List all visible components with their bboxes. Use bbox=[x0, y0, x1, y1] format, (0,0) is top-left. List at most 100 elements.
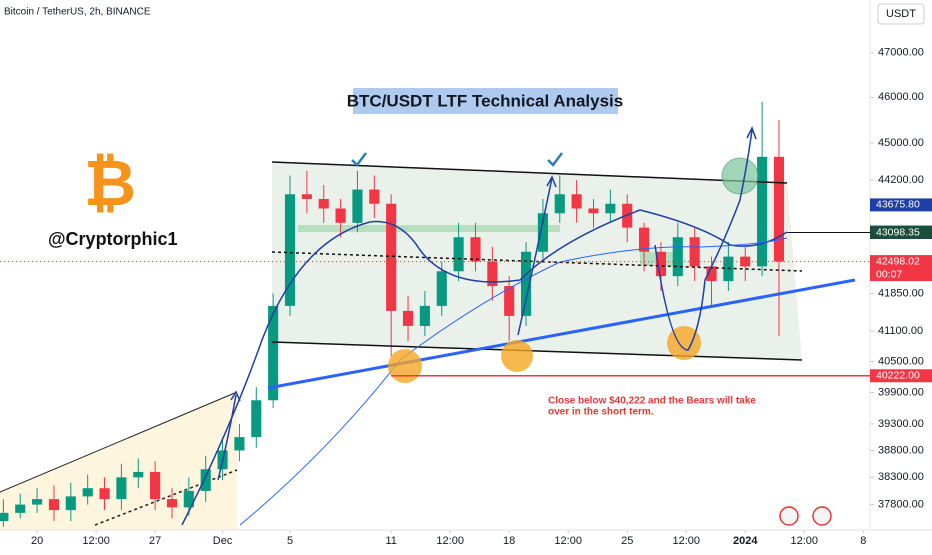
candle-body bbox=[504, 286, 515, 316]
x-tick-label: 12:00 bbox=[436, 535, 464, 547]
x-tick-label: 8 bbox=[860, 535, 866, 547]
price-label-box bbox=[870, 369, 932, 383]
candle-body bbox=[639, 227, 650, 252]
yellow-zone bbox=[0, 392, 237, 530]
symbol-header: Bitcoin / TetherUS, 2h, BINANCE bbox=[4, 7, 151, 18]
candle-body bbox=[301, 194, 312, 199]
note: over in the short term. bbox=[548, 407, 654, 418]
x-tick-label: 18 bbox=[503, 535, 515, 547]
candle-body bbox=[740, 256, 751, 267]
candle-body bbox=[773, 156, 785, 262]
candle-body bbox=[571, 194, 582, 209]
candle-body bbox=[284, 194, 296, 306]
y-tick-label: 41100.00 bbox=[878, 325, 923, 337]
price-label: 43098.35 bbox=[876, 226, 920, 238]
price-label: 40222.00 bbox=[876, 370, 920, 382]
candle-body bbox=[352, 189, 363, 223]
price-label-box bbox=[870, 225, 932, 239]
arrow-head bbox=[230, 390, 241, 402]
price-label: 43675.80 bbox=[876, 199, 920, 211]
bitcoin-logo: ₿ bbox=[84, 147, 136, 219]
candle-body bbox=[537, 213, 548, 252]
y-tick-label: 39300.00 bbox=[878, 418, 924, 430]
candle-body bbox=[386, 203, 397, 311]
candle-body bbox=[0, 512, 9, 522]
candle-body bbox=[588, 208, 599, 214]
trend-line bbox=[0, 391, 238, 493]
x-tick-label: 27 bbox=[149, 535, 161, 547]
candle-body bbox=[402, 310, 414, 326]
candle-body bbox=[335, 208, 346, 223]
candle-body bbox=[436, 271, 447, 306]
arrow bbox=[217, 394, 237, 481]
price-label-box bbox=[870, 198, 932, 212]
x-tick-label: 11 bbox=[385, 535, 396, 547]
candle-body bbox=[554, 194, 565, 214]
price-countdown: 00:07 bbox=[876, 268, 902, 280]
y-tick-label: 40500.00 bbox=[878, 355, 924, 367]
ma-slow bbox=[239, 237, 788, 526]
y-tick-label: 37800.00 bbox=[878, 499, 924, 511]
arrow-head bbox=[546, 175, 557, 188]
arrow-head bbox=[746, 126, 757, 140]
y-tick-label: 44200.00 bbox=[878, 174, 924, 186]
y-tick-label: 45000.00 bbox=[878, 137, 924, 149]
candle-body bbox=[48, 499, 60, 511]
currency: USDT bbox=[886, 8, 916, 20]
candle-body bbox=[706, 266, 717, 282]
orange-circle bbox=[667, 326, 701, 360]
event-flag bbox=[779, 506, 799, 526]
candle-body bbox=[82, 488, 93, 497]
price-label: 42498.02 bbox=[876, 255, 920, 267]
x-tick-label: 12:00 bbox=[554, 535, 582, 547]
candle-body bbox=[251, 400, 262, 438]
candle-body bbox=[757, 156, 768, 267]
y-tick-label: 38300.00 bbox=[878, 471, 924, 483]
x-tick-label: 12:00 bbox=[790, 535, 818, 547]
candle-body bbox=[470, 237, 481, 262]
candle-body bbox=[605, 203, 616, 214]
support-band bbox=[298, 225, 560, 232]
checkmark bbox=[351, 152, 367, 167]
arrow bbox=[654, 129, 753, 351]
candle-body bbox=[65, 496, 76, 511]
candle-body bbox=[369, 189, 380, 204]
currency-box[interactable] bbox=[877, 3, 925, 25]
orange-circle bbox=[501, 340, 533, 372]
candle-body bbox=[655, 251, 666, 277]
candle-body bbox=[133, 471, 144, 478]
candle-body bbox=[268, 305, 279, 401]
x-tick-label: 12:00 bbox=[82, 535, 110, 547]
arrow bbox=[517, 177, 553, 336]
candle-body bbox=[487, 261, 498, 287]
x-tick-label: 2024 bbox=[733, 535, 758, 547]
channel-bottom bbox=[271, 341, 803, 361]
candle-body bbox=[689, 237, 700, 267]
candle-body bbox=[318, 198, 329, 209]
candle-body bbox=[166, 499, 178, 508]
axes: 37800.00 38300.00 38800.00 39300.00 39900.00… bbox=[0, 47, 932, 547]
candle-body bbox=[672, 237, 683, 277]
candle-body bbox=[116, 477, 127, 500]
candle-body bbox=[150, 471, 161, 500]
ma-fast bbox=[181, 209, 788, 526]
title-box bbox=[353, 88, 618, 114]
x-tick-label: 5 bbox=[287, 535, 293, 547]
event-flag bbox=[812, 506, 832, 526]
candle-body bbox=[15, 504, 26, 513]
checkmark bbox=[547, 152, 563, 167]
price-label-box bbox=[870, 255, 932, 282]
x-tick-label: Dec bbox=[213, 535, 233, 547]
x-tick-label: 25 bbox=[621, 535, 633, 547]
candle-body bbox=[99, 488, 110, 500]
chart-title: BTC/USDT LTF Technical Analysis bbox=[347, 91, 623, 110]
y-tick-label: 46000.00 bbox=[878, 91, 924, 103]
candle-body bbox=[183, 490, 194, 508]
y-tick-label: 39900.00 bbox=[878, 386, 924, 398]
note: Close below $40,222 and the Bears will t… bbox=[548, 396, 756, 407]
candle-body bbox=[419, 305, 430, 326]
author: @Cryptorphic1 bbox=[48, 229, 178, 249]
candle-body bbox=[200, 469, 211, 491]
candle-body bbox=[234, 437, 245, 451]
